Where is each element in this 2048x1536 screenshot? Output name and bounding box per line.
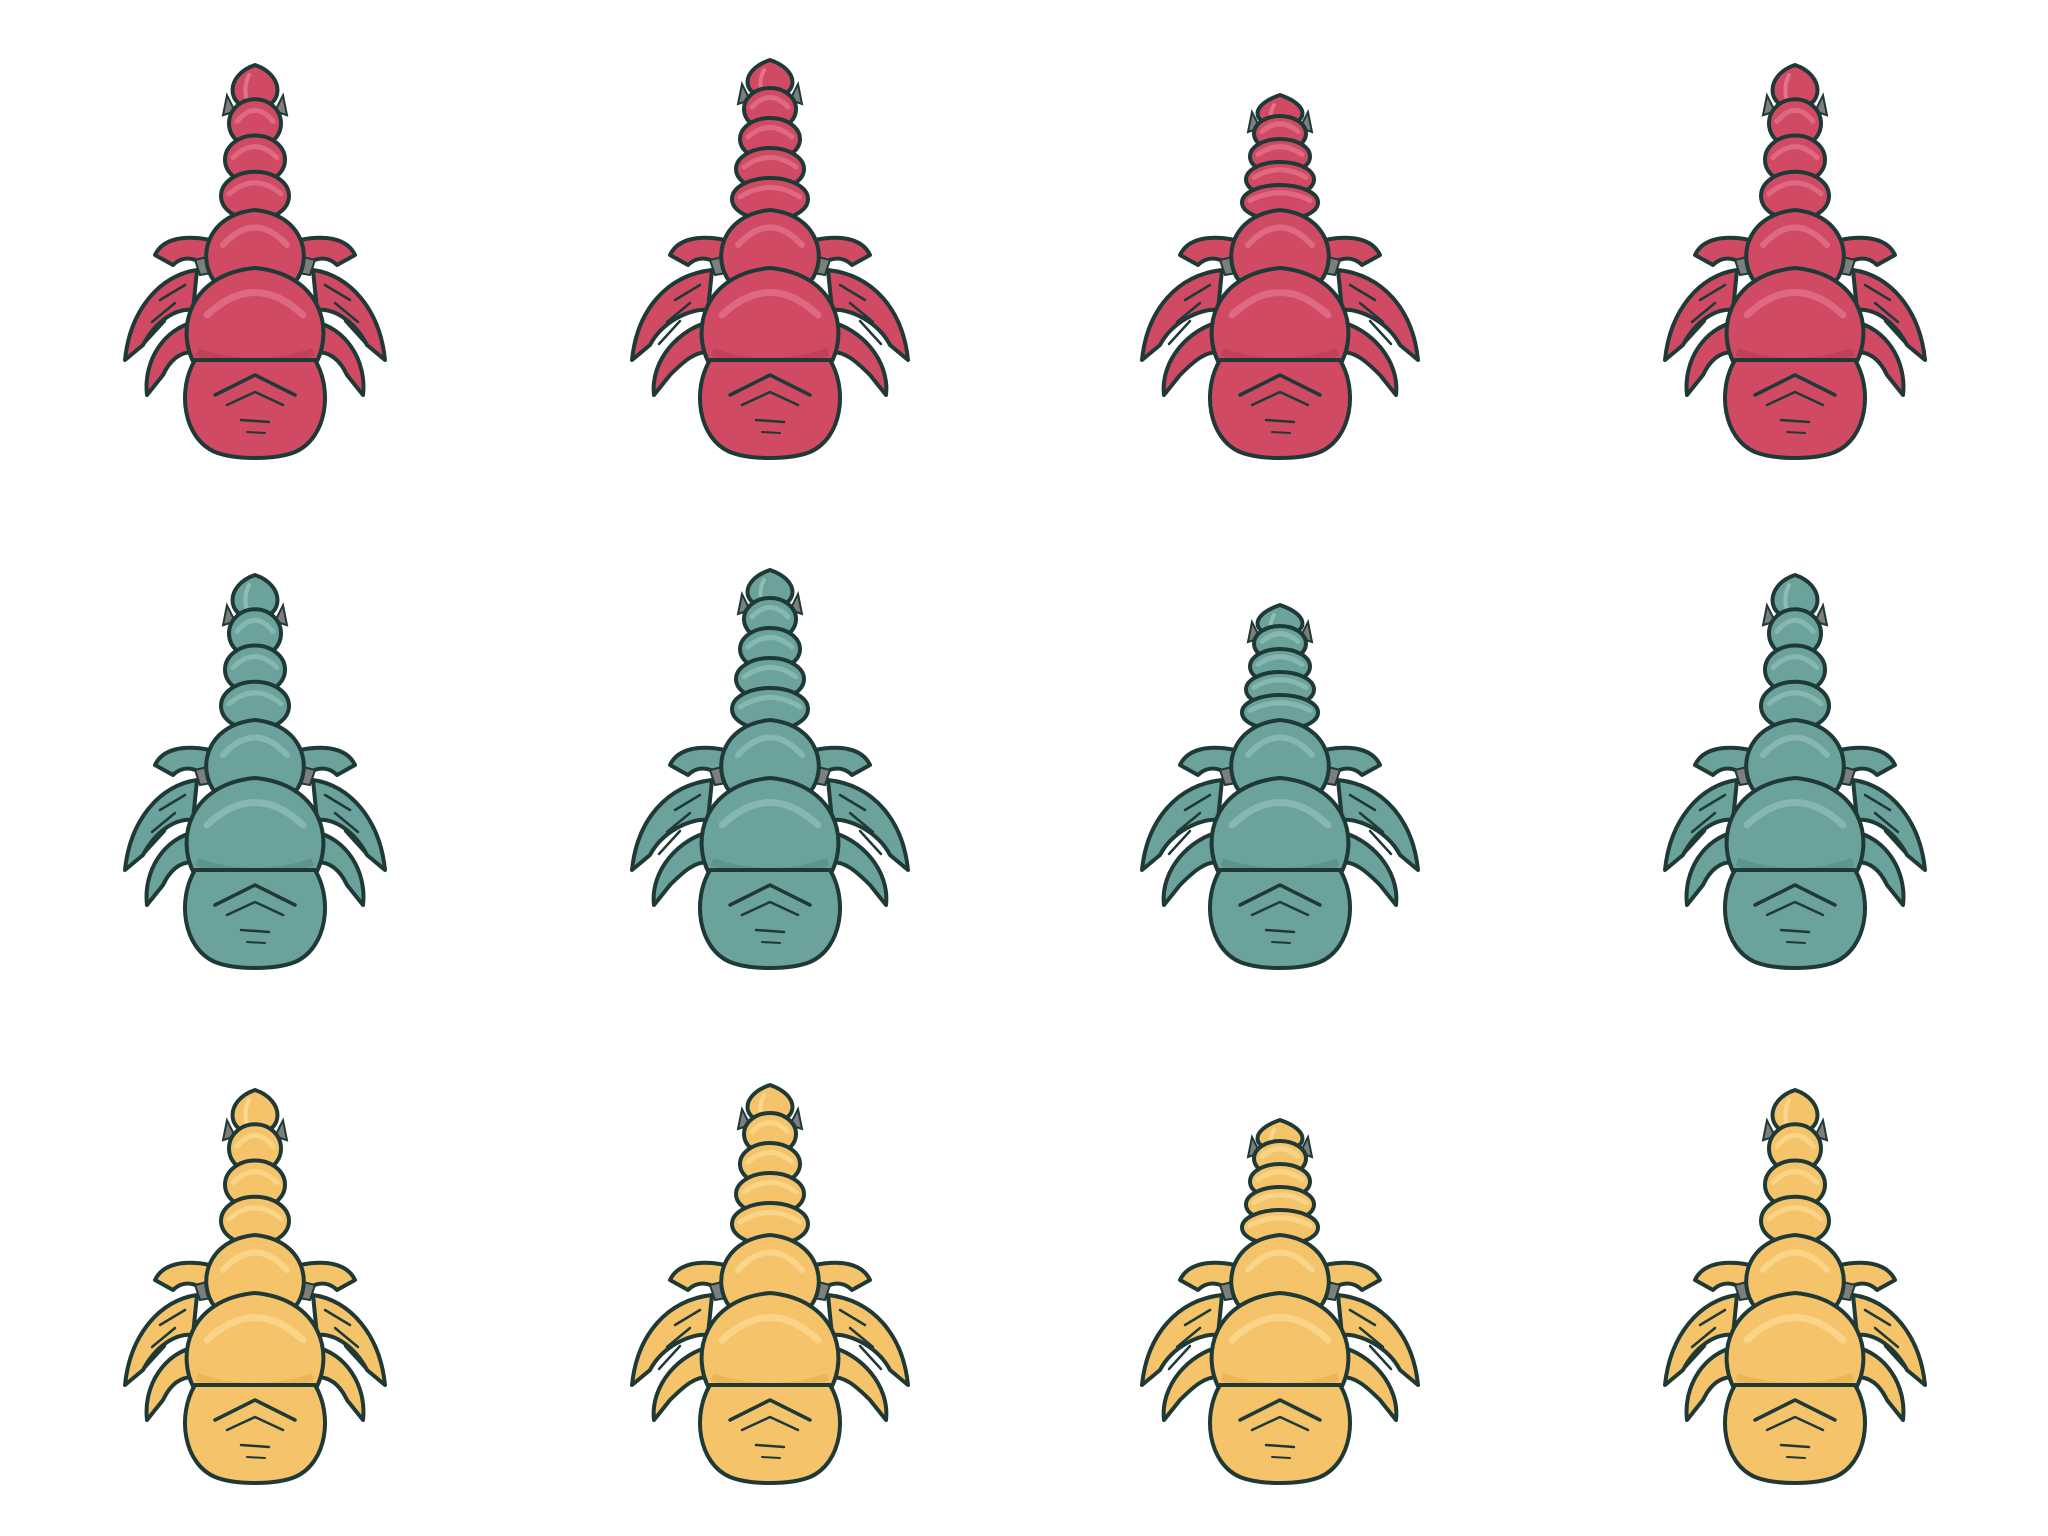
- scorpion-sprite-icon: [1140, 93, 1420, 460]
- scorpion-sprite-icon: [123, 1088, 387, 1485]
- scorpion-sprite-icon: [123, 573, 387, 970]
- scorpion-sprite-icon: [1663, 63, 1927, 460]
- sprite-frame-r2-c2: [630, 568, 910, 970]
- sprite-frame-r1-c3: [1140, 93, 1420, 460]
- scorpion-sprite-icon: [1663, 1088, 1927, 1485]
- sprite-frame-r2-c3: [1140, 603, 1420, 970]
- sprite-frame-r1-c2: [630, 58, 910, 460]
- sprite-frame-r2-c1: [123, 573, 387, 970]
- sprite-frame-r1-c1: [123, 63, 387, 460]
- scorpion-sprite-icon: [1140, 603, 1420, 970]
- scorpion-sprite-icon: [630, 568, 910, 970]
- sprite-frame-r3-c3: [1140, 1118, 1420, 1485]
- scorpion-sprite-icon: [1140, 1118, 1420, 1485]
- sprite-frame-r3-c2: [630, 1083, 910, 1485]
- sprite-frame-r3-c4: [1663, 1088, 1927, 1485]
- sprite-frame-r3-c1: [123, 1088, 387, 1485]
- scorpion-sprite-icon: [123, 63, 387, 460]
- sprite-frame-r2-c4: [1663, 573, 1927, 970]
- scorpion-sprite-icon: [1663, 573, 1927, 970]
- scorpion-sprite-icon: [630, 1083, 910, 1485]
- sprite-frame-r1-c4: [1663, 63, 1927, 460]
- scorpion-sprite-icon: [630, 58, 910, 460]
